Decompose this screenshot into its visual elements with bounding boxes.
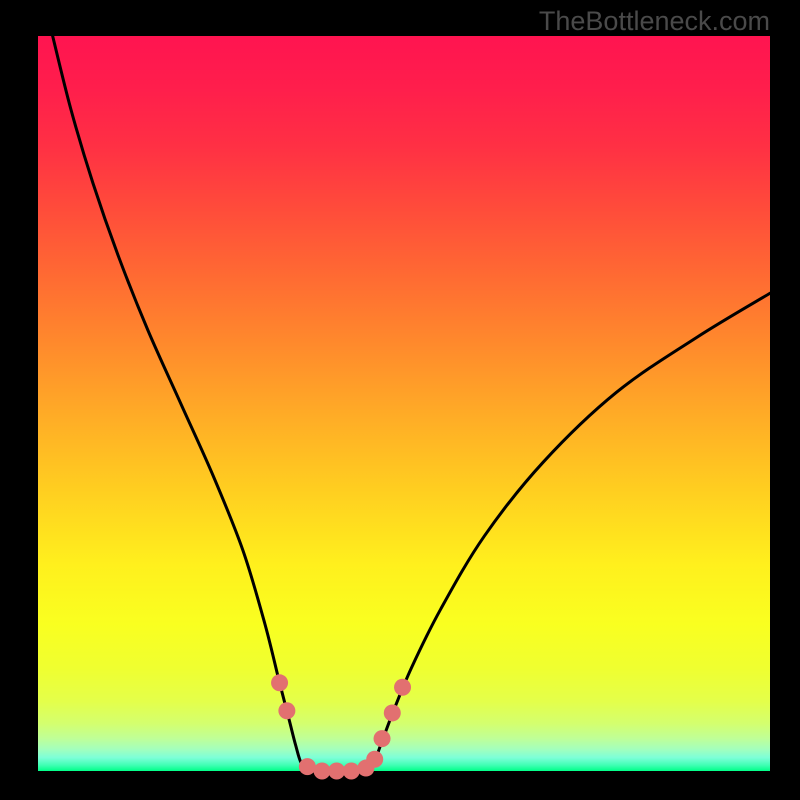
watermark-text: TheBottleneck.com	[539, 6, 770, 37]
gradient-plot-area	[38, 36, 770, 771]
chart-root: TheBottleneck.com	[0, 0, 800, 800]
